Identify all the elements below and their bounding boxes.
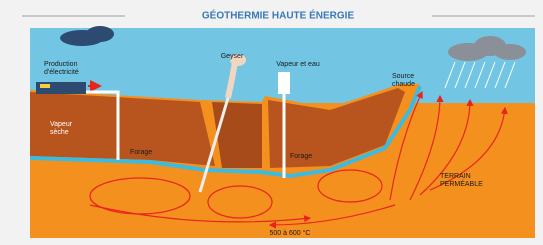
label: chaude xyxy=(392,81,415,88)
label: Production xyxy=(44,61,78,68)
label: d'électricité xyxy=(44,69,79,76)
page: {"title": "GÉOTHERMIE HAUTE ÉNERGIE", "l… xyxy=(0,0,543,245)
cloud xyxy=(494,44,526,60)
label: PERMÉABLE xyxy=(440,179,483,188)
label: Vapeur xyxy=(50,121,73,128)
title: GÉOTHERMIE HAUTE ÉNERGIE xyxy=(202,9,355,22)
label: Source xyxy=(392,73,414,80)
cloud xyxy=(86,26,114,42)
label: sèche xyxy=(50,129,69,136)
label: 500 à 600 °C xyxy=(270,229,311,237)
label: Forage xyxy=(130,149,152,156)
diagram: GÉOTHERMIE HAUTE ÉNERGIE Productiond'éle… xyxy=(0,0,543,245)
label: Geyser xyxy=(221,53,244,60)
label: TERRAIN xyxy=(440,173,471,180)
power-plant-window xyxy=(40,84,50,88)
label: Forage xyxy=(290,153,312,160)
label: Vapeur et eau xyxy=(276,61,320,68)
steam-column xyxy=(278,72,290,94)
